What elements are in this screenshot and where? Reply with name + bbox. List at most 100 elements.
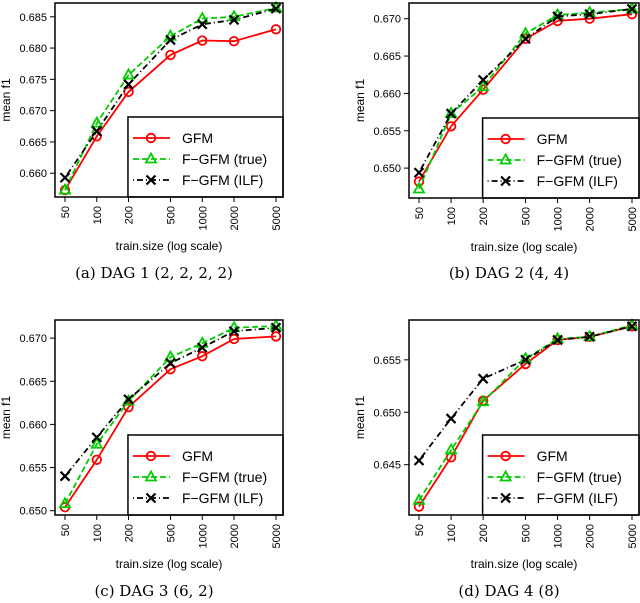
data-point xyxy=(413,167,425,178)
y-tick-label: 0.650 xyxy=(373,163,401,175)
panel-caption: (c) DAG 3 (6, 2) xyxy=(94,582,213,600)
legend-marker xyxy=(500,492,511,504)
y-tick-label: 0.665 xyxy=(19,376,47,388)
data-point xyxy=(228,14,240,26)
data-point xyxy=(58,182,72,195)
legend-label: F−GFM (true) xyxy=(537,469,622,485)
y-tick-label: 0.645 xyxy=(373,460,401,472)
y-tick-label: 0.650 xyxy=(19,506,47,518)
legend-label: F−GFM (true) xyxy=(537,152,622,168)
x-tick-label: 1000 xyxy=(553,207,565,231)
data-point xyxy=(165,49,176,61)
y-tick-label: 0.655 xyxy=(373,126,401,138)
data-point xyxy=(270,331,282,342)
series-line xyxy=(64,325,277,505)
plot-frame xyxy=(408,319,640,516)
data-point xyxy=(270,3,282,14)
data-point xyxy=(445,413,457,424)
data-point xyxy=(165,34,176,46)
legend-label: GFM xyxy=(182,130,213,146)
y-tick-label: 0.675 xyxy=(19,74,47,86)
data-point xyxy=(91,126,103,137)
legend-label: GFM xyxy=(537,448,568,464)
x-tick-label: 5000 xyxy=(271,524,283,548)
data-point xyxy=(445,121,457,132)
x-tick-label: 5000 xyxy=(627,524,639,548)
x-tick-label: 100 xyxy=(446,524,458,542)
data-point xyxy=(477,373,489,384)
data-point xyxy=(123,79,134,90)
data-point xyxy=(228,325,240,337)
data-point xyxy=(121,393,136,406)
x-tick-label: 2000 xyxy=(229,524,241,548)
data-point xyxy=(197,35,208,46)
y-tick-label: 0.650 xyxy=(373,407,401,419)
x-tick-label: 200 xyxy=(124,206,136,224)
legend-marker xyxy=(145,450,157,462)
data-point xyxy=(518,26,533,39)
data-point xyxy=(445,108,457,119)
x-tick-label: 50 xyxy=(60,206,72,218)
y-axis-label: mean f1 xyxy=(0,78,13,122)
data-point xyxy=(197,351,208,362)
legend-marker xyxy=(145,132,157,144)
data-point xyxy=(196,342,208,353)
panel-a: GFM F−GFM (true) F−GFM (ILF) 0.660 0.665 0.67… xyxy=(0,0,284,282)
series-line xyxy=(64,7,277,191)
data-point xyxy=(476,79,490,92)
y-axis-label: mean f1 xyxy=(0,395,13,439)
y-tick-label: 0.680 xyxy=(19,43,47,55)
x-tick-label: 2000 xyxy=(585,524,597,548)
x-tick-label: 500 xyxy=(166,524,178,542)
legend-marker xyxy=(499,152,513,165)
x-tick-label: 100 xyxy=(92,206,104,224)
legend-marker xyxy=(144,151,158,164)
plot-frame xyxy=(54,319,284,516)
panel-d: GFM F−GFM (true) F−GFM (ILF) 0.645 0.650 0.65… xyxy=(353,317,640,600)
x-tick-label: 50 xyxy=(414,207,426,219)
panel-caption: (a) DAG 1 (2, 2, 2, 2) xyxy=(75,264,233,282)
legend-label: GFM xyxy=(182,448,213,464)
data-point xyxy=(552,334,563,346)
data-point xyxy=(413,455,425,466)
x-tick-label: 200 xyxy=(478,524,490,542)
y-tick-label: 0.670 xyxy=(19,106,47,118)
data-point xyxy=(584,331,595,343)
x-axis-label: train.size (log scale) xyxy=(471,240,578,254)
x-tick-label: 1000 xyxy=(553,524,565,548)
data-point xyxy=(195,11,209,24)
x-tick-label: 50 xyxy=(414,524,426,536)
legend-marker xyxy=(499,469,513,482)
data-point xyxy=(412,181,426,194)
x-tick-label: 100 xyxy=(92,524,104,542)
legend-marker xyxy=(500,175,511,187)
y-tick-label: 0.655 xyxy=(19,463,47,475)
legend-label: F−GFM (ILF) xyxy=(537,490,618,506)
data-point xyxy=(412,492,426,505)
data-point xyxy=(165,357,176,369)
y-tick-label: 0.670 xyxy=(373,14,401,26)
y-tick-label: 0.660 xyxy=(19,168,47,180)
legend-marker xyxy=(500,133,511,145)
x-tick-label: 500 xyxy=(166,206,178,224)
data-point xyxy=(444,442,458,455)
data-point xyxy=(90,115,104,128)
data-point xyxy=(228,35,240,47)
x-tick-label: 5000 xyxy=(271,206,283,230)
panel-b: GFM F−GFM (true) F−GFM (ILF) 0.650 0.655 0.66… xyxy=(353,1,640,282)
x-tick-label: 1000 xyxy=(197,524,209,548)
legend-label: F−GFM (ILF) xyxy=(182,172,263,188)
data-point xyxy=(270,322,282,334)
data-point xyxy=(520,33,531,45)
y-tick-label: 0.685 xyxy=(19,12,47,24)
x-tick-label: 50 xyxy=(60,524,72,536)
panel-c: GFM F−GFM (true) F−GFM (ILF) 0.650 0.655 0.66… xyxy=(0,318,284,600)
y-tick-label: 0.660 xyxy=(19,419,47,431)
x-axis-label: train.size (log scale) xyxy=(116,239,223,253)
data-point xyxy=(626,3,638,15)
legend-marker xyxy=(500,450,511,462)
x-tick-label: 100 xyxy=(446,207,458,225)
x-tick-label: 5000 xyxy=(627,207,639,231)
x-tick-label: 500 xyxy=(521,207,533,225)
data-point xyxy=(413,176,425,187)
